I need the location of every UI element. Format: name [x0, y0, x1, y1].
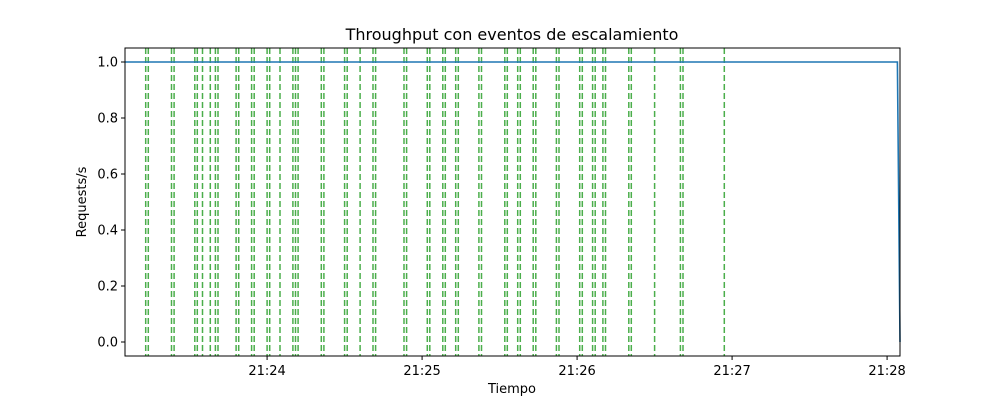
x-tick-label: 21:26: [558, 364, 595, 379]
y-tick-label: 0.0: [97, 336, 118, 351]
plot-frame: [124, 47, 901, 357]
x-tick-label: 21:24: [248, 364, 285, 379]
event-lines: [144, 48, 726, 356]
x-tick-label: 21:25: [403, 364, 440, 379]
y-tick-label: 0.8: [97, 112, 118, 127]
x-axis: 21:24 21:25 21:26 21:27 21:28: [248, 356, 906, 379]
y-tick-label: 0.4: [97, 224, 118, 239]
x-axis-label: Tiempo: [487, 382, 536, 397]
series-layer: [125, 61, 901, 343]
y-axis-label: Requests/s: [75, 166, 90, 237]
y-tick-label: 0.2: [97, 280, 118, 295]
series-line: [125, 61, 901, 343]
y-tick-label: 0.6: [97, 168, 118, 183]
y-tick-label: 1.0: [97, 56, 118, 71]
y-axis: 0.0 0.2 0.4 0.6 0.8 1.0: [97, 56, 125, 351]
x-tick-label: 21:28: [868, 364, 905, 379]
x-tick-label: 21:27: [713, 364, 750, 379]
chart-title: Throughput con eventos de escalamiento: [345, 25, 679, 44]
